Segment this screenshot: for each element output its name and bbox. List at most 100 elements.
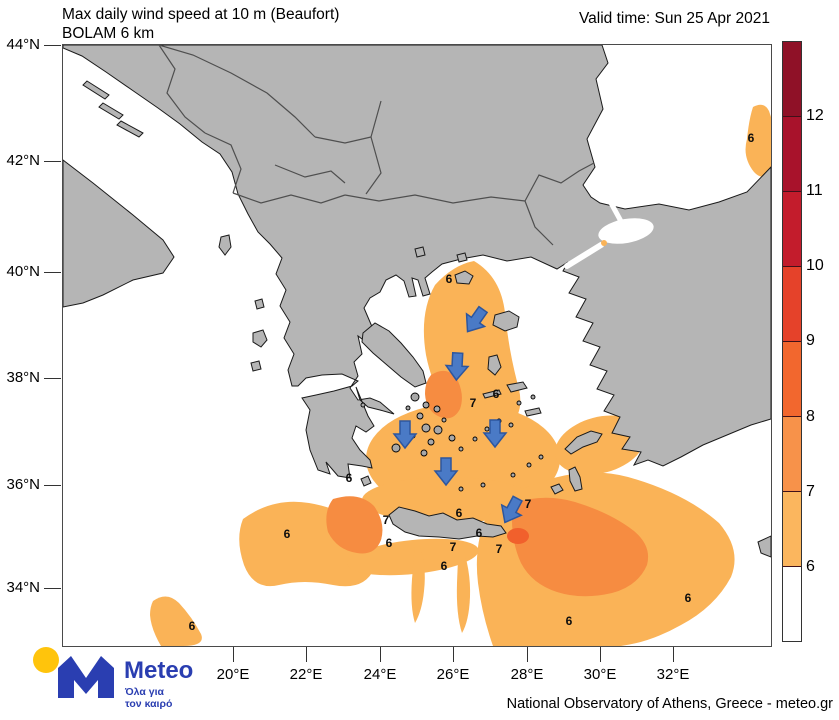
wind-direction-arrow-icon [482,419,508,449]
contour-label: 6 [446,272,453,286]
island-chios [487,354,502,376]
islet [526,462,532,468]
islet [421,423,431,433]
island-cyprus-tip [757,535,771,558]
wind-finger-west [411,543,425,623]
logo-brand-text: Meteo [124,657,193,684]
valid-time-label: Valid time: Sun 25 Apr 2021 [578,10,770,27]
wind-region-level7-group [326,370,649,597]
island-croatian-2 [98,102,124,120]
colorbar-segment-8-9 [783,341,801,416]
colorbar [782,41,802,642]
colorbar-segment-below-6 [783,566,801,641]
islet [508,422,514,428]
wind-region8-east-crete [507,528,529,544]
islet [441,417,447,423]
colorbar-tick-label: 7 [806,483,815,500]
border-line [524,200,554,246]
islet [472,436,478,442]
lon-tick-label: 28°E [510,666,544,683]
logo-tagline-line1: Όλα για [124,686,164,698]
islands-group [82,80,771,558]
islet [516,400,522,406]
wind-region-black-sea [745,104,771,177]
border-line [274,164,346,184]
contour-label: 6 [476,526,483,540]
colorbar-segment-6-7 [783,491,801,566]
title-line2: BOLAM 6 km [62,25,155,42]
lat-tick-mark [44,272,61,273]
map-title: Max daily wind speed at 10 m (Beaufort) B… [62,5,339,43]
border-line [204,132,242,194]
wind-direction-arrow-icon [392,420,418,450]
country-borders [158,45,595,246]
contour-label: 6 [284,527,291,541]
wind-region7-west-crete [326,496,383,554]
lon-tick-label: 24°E [363,666,397,683]
islet [410,392,420,402]
wind-region-south-crete-arm [347,538,479,576]
colorbar-segment-10-11 [783,191,801,266]
colorbar-tick-label: 8 [806,408,815,425]
logo-dot-icon [33,647,59,673]
islet [484,426,490,432]
logo-m-icon [58,656,114,698]
contour-label: 7 [383,513,390,527]
colorbar-tick-label: 10 [806,257,824,274]
island-crete [388,506,507,540]
lon-tick-mark [600,646,601,662]
lon-tick-mark [380,646,381,662]
wind-region7-evia [425,370,462,419]
colorbar-tick-label: 12 [806,107,824,124]
colorbar-segment-11-12 [783,116,801,191]
colorbar-tick-label: 6 [806,558,815,575]
lat-tick-label: 38°N [6,369,40,386]
colorbar-tick-label: 9 [806,332,815,349]
island-croatian-1 [82,80,110,100]
border-line [365,100,382,195]
island-karpathos [568,466,583,492]
contour-label: 6 [566,614,573,628]
lon-tick-mark [306,646,307,662]
colorbar-segment-9-10 [783,266,801,341]
islet [458,486,464,492]
islet [480,482,486,488]
wind-finger-east [456,543,471,633]
lon-tick-mark [233,646,234,662]
attribution-text: National Observatory of Athens, Greece -… [506,696,833,712]
islet [416,412,424,420]
island-croatian-3 [116,120,144,138]
contour-label: 7 [470,396,477,410]
land-italy [63,159,175,308]
wind-direction-arrow-icon [433,457,459,487]
island-corfu [218,234,232,256]
colorbar-segment-7-8 [783,416,801,491]
sea-marmara [598,218,654,244]
contour-label: 6 [189,619,196,633]
lon-tick-label: 30°E [583,666,617,683]
lat-tick-label: 36°N [6,476,40,493]
contour-label: 6 [685,591,692,605]
islet [458,446,464,452]
island-samothrace [456,252,468,263]
islet [433,425,443,435]
lat-tick-label: 40°N [6,263,40,280]
island-lesbos [492,310,520,332]
wind-region-marmara-dot [601,240,607,246]
wind-region-bottom-left [150,596,202,646]
lat-tick-label: 34°N [6,579,40,596]
islet [530,394,536,400]
contour-label: 7 [525,497,532,511]
lon-tick-label: 26°E [436,666,470,683]
island-lemnos [454,270,474,285]
border-line [344,194,526,204]
islet [420,449,428,457]
islet [360,402,366,408]
lon-tick-mark [453,646,454,662]
lat-tick-mark [44,588,61,589]
lon-tick-mark [527,646,528,662]
contour-label: 6 [386,536,393,550]
